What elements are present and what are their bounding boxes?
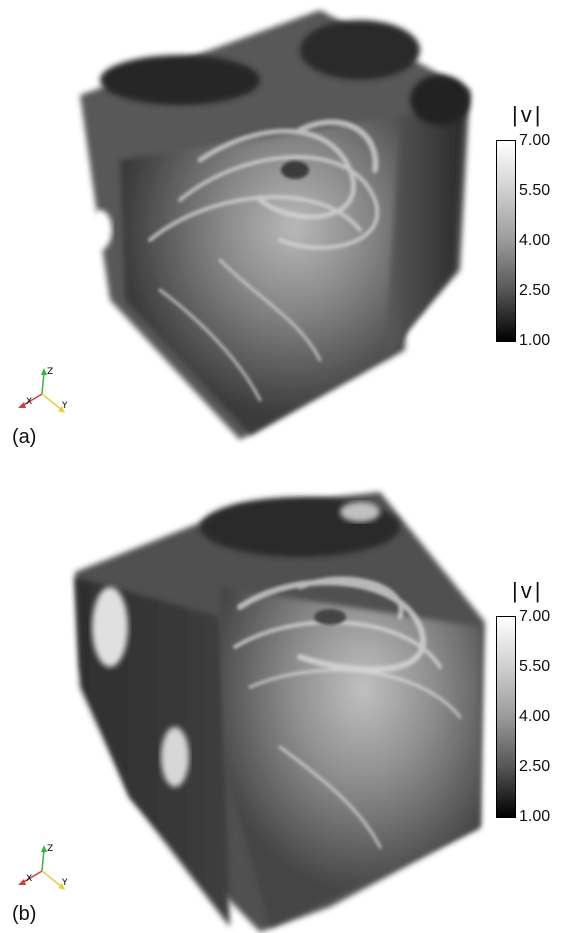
colorbar-tick-label: 2.50 — [519, 758, 551, 775]
panel-label: (a) — [12, 426, 37, 448]
colorbar-tick-label: 2.50 — [519, 282, 551, 299]
axis-label-y: Y — [61, 401, 68, 411]
axis-label-z: Z — [47, 844, 53, 854]
colorbar-tick-label: 5.50 — [519, 182, 551, 199]
panel-b: |v| 7.00 5.50 4.00 2.50 1.00 Z X Y (b) — [0, 467, 569, 933]
colorbar — [496, 140, 516, 342]
colorbar-tick-label: 1.00 — [519, 808, 551, 825]
panel-label: (b) — [12, 903, 37, 925]
orientation-axes: Z X Y — [18, 367, 68, 413]
colorbar-title: |v| — [512, 102, 544, 127]
panel-a: |v| 7.00 5.50 4.00 2.50 1.00 Z X Y (a) — [0, 0, 569, 466]
colorbar-title: |v| — [512, 578, 544, 603]
axis-label-z: Z — [47, 367, 53, 377]
volume-render-cube-b — [75, 492, 485, 932]
colorbar-tick-label: 7.00 — [519, 608, 551, 625]
colorbar-tick-label: 5.50 — [519, 658, 551, 675]
colorbar-tick-label: 1.00 — [519, 332, 551, 349]
axis-label-y: Y — [61, 878, 68, 888]
colorbar-tick-label: 7.00 — [519, 132, 551, 149]
axis-label-x: X — [26, 874, 32, 884]
colorbar — [496, 616, 516, 818]
colorbar-tick-label: 4.00 — [519, 232, 551, 249]
volume-render-cube-a — [80, 10, 470, 440]
colorbar-tick-label: 4.00 — [519, 708, 551, 725]
axis-label-x: X — [26, 397, 32, 407]
orientation-axes: Z X Y — [18, 844, 68, 890]
